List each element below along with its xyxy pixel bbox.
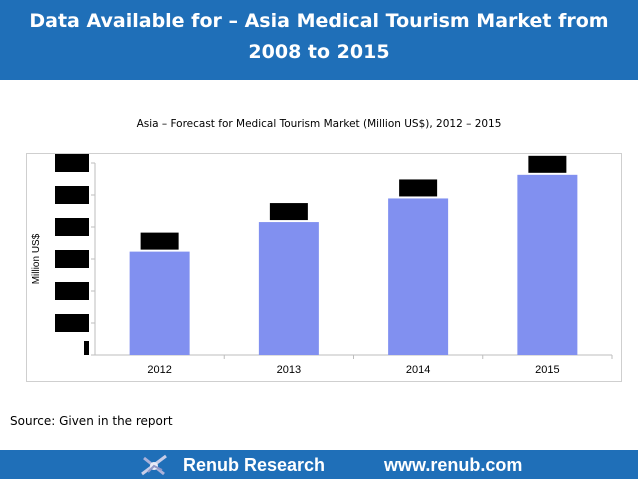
x-tick-label-2012: 2012 [147, 364, 171, 376]
bar-2013 [258, 222, 319, 355]
x-tick-label-2014: 2014 [406, 364, 430, 376]
footer-brand: Renub Research [183, 455, 326, 475]
bar-chart: Million US$ 2012 2013 2014 2015 [31, 154, 613, 376]
y-axis-label: Million US$ [31, 233, 42, 284]
renub-logo-icon [141, 454, 167, 476]
source-note: Source: Given in the report [10, 414, 173, 428]
header-title-line-1: Data Available for – Asia Medical Touris… [29, 10, 609, 32]
chart-title: Asia – Forecast for Medical Tourism Mark… [136, 118, 502, 130]
bar-2014 [388, 198, 449, 355]
y-tick-label-redacted [55, 314, 89, 332]
x-tick-label-2013: 2013 [277, 364, 301, 376]
chart-area: Million US$ 2012 2013 2014 2015 [26, 153, 622, 382]
bar-2012 [129, 251, 190, 355]
bar-data-label-redacted [528, 155, 567, 173]
bar-data-label-redacted [140, 232, 179, 250]
header-title-line-2: 2008 to 2015 [248, 41, 390, 63]
bar-2015 [517, 174, 578, 355]
y-tick-label-redacted [55, 154, 89, 172]
footer-url[interactable]: www.renub.com [384, 455, 523, 475]
x-tick-label-2015: 2015 [535, 364, 559, 376]
y-tick-label-redacted [55, 250, 89, 268]
bar-data-label-redacted [269, 203, 308, 221]
header-banner: Data Available for – Asia Medical Touris… [0, 0, 638, 80]
y-tick-label-redacted [55, 282, 89, 300]
footer-banner: Renub Research www.renub.com [0, 450, 638, 479]
y-tick-label-redacted [55, 186, 89, 204]
y-tick-label-redacted [55, 218, 89, 236]
y-tick-label-redacted [84, 341, 89, 355]
bar-data-label-redacted [399, 179, 438, 197]
